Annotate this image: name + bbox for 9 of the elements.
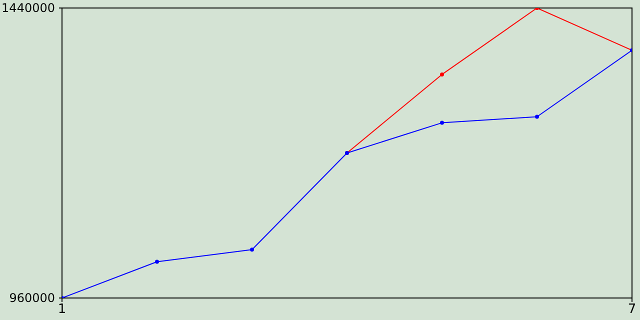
point [440,120,444,125]
point [155,260,159,264]
x-tick-label: 7 [628,302,636,318]
x-tick-label: 1 [58,302,66,318]
y-tick-label: 960000 [9,291,55,305]
point [250,248,254,252]
point [440,72,444,76]
point [535,114,539,119]
y-tick-label: 1440000 [2,1,55,15]
